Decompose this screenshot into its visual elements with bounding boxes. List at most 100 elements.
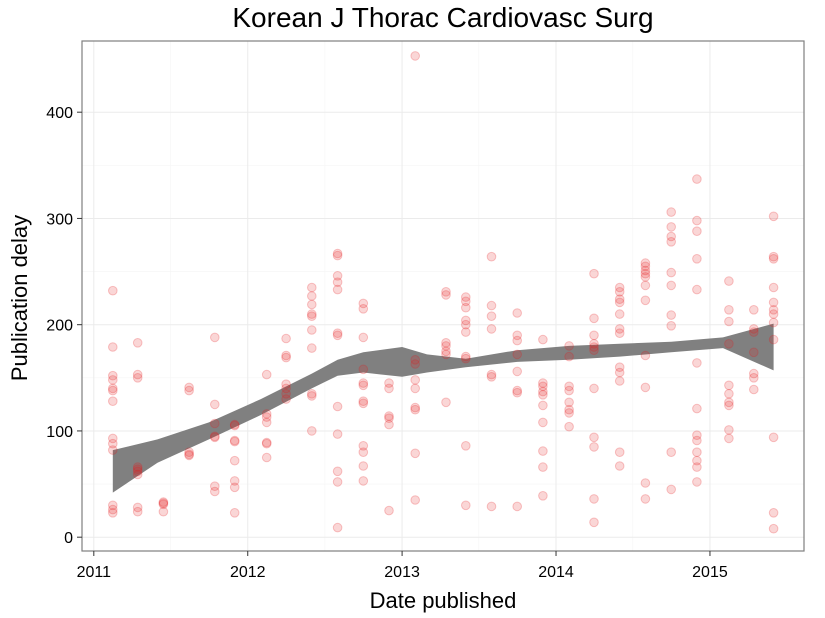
data-point [486, 369, 497, 380]
data-point [441, 290, 451, 300]
data-point [666, 447, 677, 458]
data-point [184, 382, 194, 393]
data-point [410, 404, 421, 415]
data-point [666, 321, 677, 331]
x-tick-label: 2012 [230, 564, 266, 581]
data-point [441, 341, 451, 351]
y-tick-label: 400 [46, 105, 73, 122]
data-point [108, 445, 118, 455]
data-point [307, 291, 317, 301]
data-point [564, 341, 574, 351]
data-point [461, 353, 471, 364]
data-point [749, 347, 759, 358]
data-point [461, 315, 471, 326]
data-point [666, 484, 677, 495]
data-point [261, 412, 272, 422]
data-point [512, 366, 523, 377]
data-point [589, 313, 599, 324]
data-point [486, 372, 497, 382]
data-point [158, 506, 169, 517]
data-point [768, 251, 779, 262]
data-point [461, 319, 471, 330]
data-point [281, 352, 291, 363]
y-axis-title: Publication delay [7, 215, 32, 381]
y-tick-label: 0 [64, 530, 73, 547]
points-layer [108, 51, 779, 534]
data-point [564, 385, 574, 396]
data-point [538, 378, 548, 388]
data-point [307, 391, 317, 401]
major-gridlines [82, 41, 804, 551]
data-point [332, 248, 343, 259]
data-point [692, 284, 702, 295]
y-axis: 0 100 200 300 400 [46, 105, 82, 547]
chart-title: Korean J Thorac Cardiovasc Surg [232, 2, 653, 33]
data-point [640, 265, 651, 276]
data-point [358, 304, 369, 314]
data-point [640, 295, 651, 306]
y-tick-label: 200 [46, 318, 73, 335]
data-point [461, 327, 471, 337]
data-point [229, 420, 240, 431]
data-point [564, 381, 574, 392]
data-point [564, 421, 574, 432]
data-point [410, 359, 421, 369]
data-point [229, 476, 240, 486]
data-point [589, 345, 599, 356]
data-point [132, 506, 143, 517]
data-point [132, 469, 143, 480]
data-point [614, 282, 625, 293]
data-point [614, 461, 625, 471]
data-point [692, 358, 702, 368]
data-point [614, 447, 625, 458]
data-point [724, 380, 734, 391]
data-point [132, 502, 143, 513]
data-point [229, 508, 240, 518]
data-point [666, 237, 677, 247]
data-point [768, 305, 779, 315]
data-point [461, 296, 471, 307]
data-point [724, 389, 734, 399]
smooth-band-layer [112, 323, 774, 493]
data-point [384, 419, 394, 430]
data-point [158, 498, 169, 509]
data-point [724, 276, 734, 286]
data-point [358, 461, 369, 471]
data-point [589, 432, 599, 443]
data-point [281, 394, 291, 404]
data-point [441, 338, 451, 348]
data-point [749, 324, 759, 334]
data-point [640, 280, 651, 291]
data-point [749, 384, 759, 395]
data-point [384, 383, 394, 394]
data-point [614, 362, 625, 373]
data-point [384, 505, 394, 516]
data-point [614, 287, 625, 297]
data-point [614, 294, 625, 305]
data-point [332, 477, 343, 487]
data-point [512, 387, 523, 398]
data-point [410, 375, 421, 385]
data-point [692, 174, 702, 184]
data-point [640, 258, 651, 268]
data-point [332, 250, 343, 261]
data-point [724, 305, 734, 315]
data-point [614, 367, 625, 378]
data-point [666, 207, 677, 217]
data-point [307, 389, 317, 399]
data-point [564, 408, 574, 418]
data-point [307, 426, 317, 436]
data-point [384, 411, 394, 421]
data-point [358, 332, 369, 343]
x-tick-label: 2014 [538, 564, 574, 581]
data-point [640, 478, 651, 488]
data-point [640, 494, 651, 504]
data-point [261, 438, 272, 449]
data-point [108, 438, 118, 449]
data-point [332, 330, 343, 341]
data-point [307, 325, 317, 335]
data-point [538, 400, 548, 411]
data-point [461, 302, 471, 313]
x-tick-label: 2015 [692, 564, 728, 581]
